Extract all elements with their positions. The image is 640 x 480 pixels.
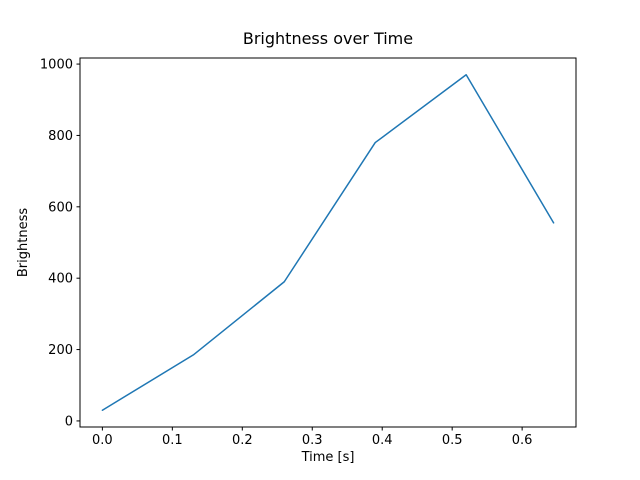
y-tick-label: 800: [48, 129, 73, 144]
x-tick-label: 0.0: [92, 433, 113, 448]
y-tick-label: 0: [65, 414, 73, 429]
x-tick-label: 0.1: [162, 433, 183, 448]
x-tick-label: 0.2: [232, 433, 253, 448]
y-tick-label: 400: [48, 272, 73, 287]
x-tick-label: 0.4: [372, 433, 393, 448]
x-tick-label: 0.5: [442, 433, 463, 448]
brightness-line-series: [101, 74, 555, 411]
axes-spines: [79, 57, 577, 428]
y-axis-label: Brightness: [16, 208, 31, 277]
y-tick-label: 200: [48, 343, 73, 358]
y-tick-label: 1000: [40, 58, 73, 73]
x-tick-label: 0.3: [302, 433, 323, 448]
x-axis-label: Time [s]: [301, 450, 355, 465]
x-tick-label: 0.6: [512, 433, 533, 448]
y-tick-label: 600: [48, 200, 73, 215]
chart-title: Brightness over Time: [243, 29, 413, 48]
